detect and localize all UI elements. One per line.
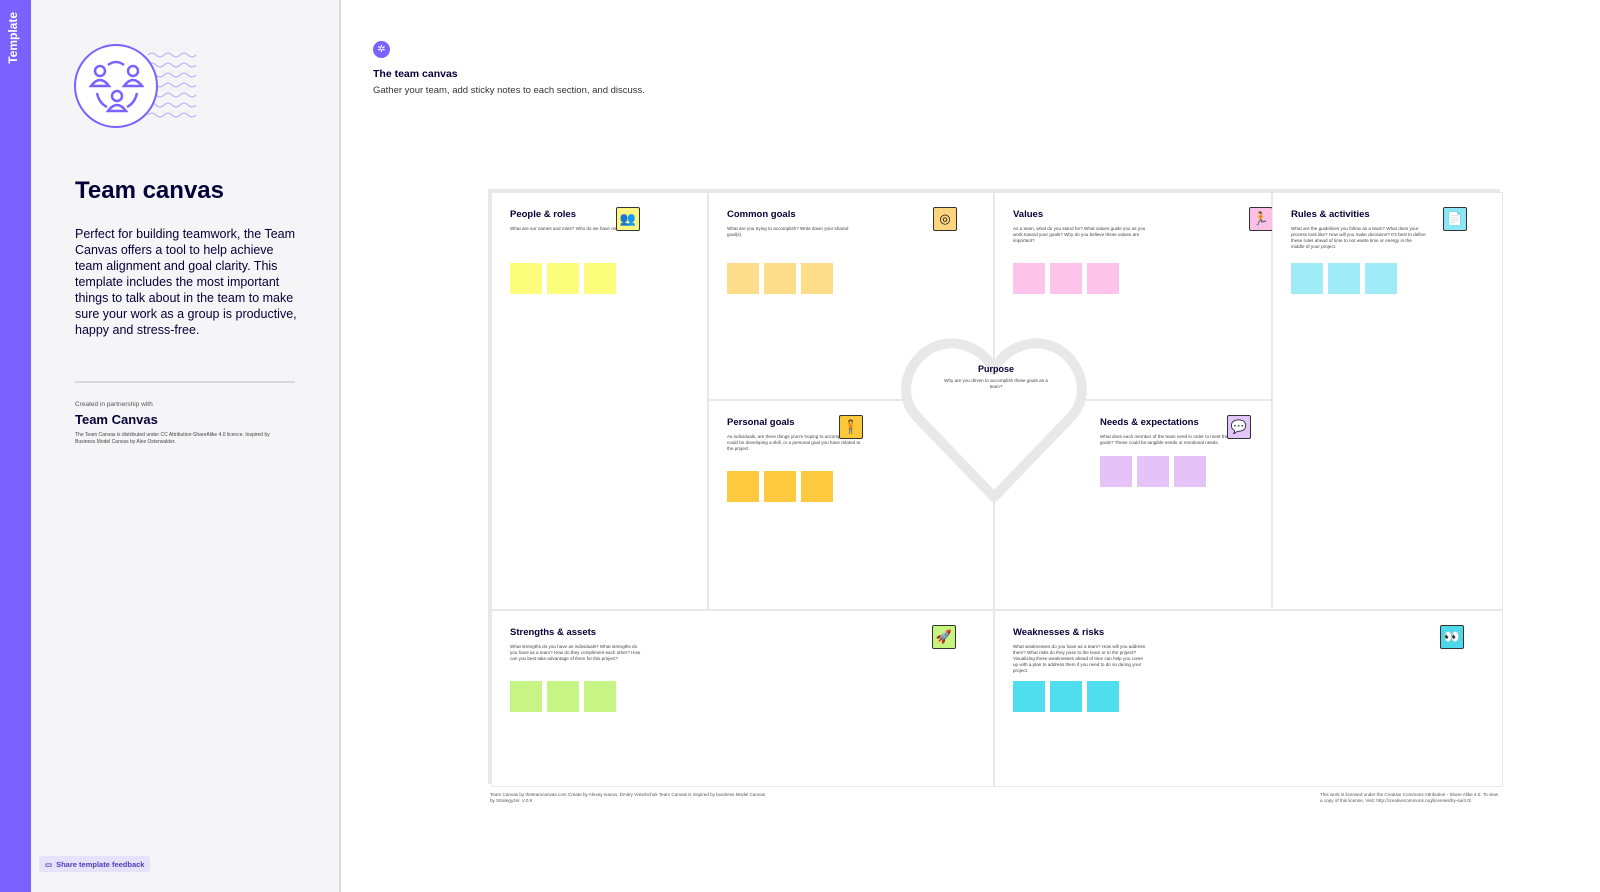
sticky-note[interactable] <box>801 263 833 294</box>
sticky-note[interactable] <box>1087 263 1119 294</box>
section-weaknesses-risks[interactable]: Weaknesses & risks What weaknesses do yo… <box>994 610 1503 787</box>
eyes-icon: 👀 <box>1440 625 1464 649</box>
sparkle-icon: ✲ <box>373 41 390 58</box>
sticky-notes <box>1013 681 1119 712</box>
person-thought-icon: 🧍 <box>839 415 863 439</box>
sticky-notes <box>1100 456 1206 487</box>
section-title: Common goals <box>727 209 796 220</box>
partner-label: Created in partnership with <box>75 401 153 408</box>
section-description: What are the guidelines you follow as a … <box>1291 226 1426 249</box>
sticky-note[interactable] <box>1100 456 1132 487</box>
sticky-note[interactable] <box>510 681 542 712</box>
section-title: Rules & activities <box>1291 209 1370 220</box>
sticky-note[interactable] <box>1013 681 1045 712</box>
sticky-note[interactable] <box>1291 263 1323 294</box>
sticky-note[interactable] <box>547 681 579 712</box>
sticky-note[interactable] <box>1174 456 1206 487</box>
section-description: What weaknesses do you have as a team? H… <box>1013 644 1146 673</box>
heart-shape <box>901 338 1087 502</box>
footer-license: This work is licensed under the Creative… <box>1320 792 1499 803</box>
rocket-icon: 🚀 <box>932 625 956 649</box>
section-description: As a team, what do you stand for? What v… <box>1013 226 1146 243</box>
share-feedback-button[interactable]: ▭ Share template feedback <box>39 856 151 872</box>
template-title: Team canvas <box>75 177 224 204</box>
sticky-note[interactable] <box>584 263 616 294</box>
section-people-roles[interactable]: People & roles What are our names and ro… <box>491 192 708 610</box>
sticky-note[interactable] <box>801 471 833 502</box>
section-description: As individuals, are there things you're … <box>727 434 861 451</box>
target-icon: ◎ <box>933 207 957 231</box>
sticky-notes <box>510 681 616 712</box>
section-description: What are you trying to accomplish? Write… <box>727 226 849 237</box>
section-strengths-assets[interactable]: Strengths & assets What strengths do you… <box>491 610 994 787</box>
sticky-note[interactable] <box>764 263 796 294</box>
sticky-notes <box>510 263 616 294</box>
section-description: What strengths do you have as individual… <box>510 644 641 661</box>
sticky-note[interactable] <box>584 681 616 712</box>
feedback-label: Share template feedback <box>56 859 145 869</box>
sticky-note[interactable] <box>1328 263 1360 294</box>
footer-credit: Team Canvas by theteamcanvas.com Create … <box>490 792 766 803</box>
sticky-note[interactable] <box>1013 263 1045 294</box>
sticky-note[interactable] <box>1365 263 1397 294</box>
speech-bubbles-icon: 💬 <box>1227 415 1251 439</box>
team-canvas-board: People & roles What are our names and ro… <box>488 189 1503 787</box>
section-title: People & roles <box>510 209 576 220</box>
document-icon: 📄 <box>1443 207 1467 231</box>
sticky-note[interactable] <box>1137 456 1169 487</box>
section-title: Needs & expectations <box>1100 417 1199 428</box>
partner-name: Team Canvas <box>75 412 158 427</box>
comment-icon: ▭ <box>45 859 53 869</box>
sticky-notes <box>727 471 833 502</box>
template-description: Perfect for building teamwork, the Team … <box>75 227 297 337</box>
sidebar: Team canvas Perfect for building teamwor… <box>31 0 341 892</box>
section-title: Strengths & assets <box>510 627 597 638</box>
section-title: Personal goals <box>727 417 795 428</box>
sticky-note[interactable] <box>764 471 796 502</box>
sticky-notes <box>1291 263 1397 294</box>
sticky-note[interactable] <box>727 263 759 294</box>
sticky-notes <box>1013 263 1119 294</box>
person-star-icon: 🏃 <box>1249 207 1273 231</box>
sticky-note[interactable] <box>1050 263 1082 294</box>
sticky-note[interactable] <box>727 471 759 502</box>
team-logo-icon <box>74 44 197 128</box>
license-text: The Team Canvas is distributed under CC … <box>75 432 270 445</box>
divider <box>75 381 295 383</box>
template-tab-label: Template <box>6 12 20 64</box>
sticky-note[interactable] <box>510 263 542 294</box>
purpose-description: Why are you driven to accomplish these g… <box>944 378 1048 389</box>
section-rules-activities[interactable]: Rules & activities What are the guidelin… <box>1272 192 1503 610</box>
section-title: Values <box>1013 209 1044 220</box>
template-tab[interactable]: Template <box>0 0 31 892</box>
section-description: What does each member of the team need i… <box>1100 434 1231 445</box>
sticky-notes <box>727 263 833 294</box>
section-common-goals[interactable]: Common goals What are you trying to acco… <box>708 192 994 400</box>
people-icon: 👥 <box>616 207 640 231</box>
section-description: What are our names and roles? Who do we … <box>510 226 638 231</box>
section-title: Weaknesses & risks <box>1013 627 1105 638</box>
sticky-note[interactable] <box>1087 681 1119 712</box>
canvas-title: The team canvas <box>373 68 458 80</box>
sticky-note[interactable] <box>1050 681 1082 712</box>
purpose-title: Purpose <box>977 364 1014 374</box>
canvas-subtitle: Gather your team, add sticky notes to ea… <box>373 85 645 96</box>
sticky-note[interactable] <box>547 263 579 294</box>
purpose-section[interactable]: Purpose Why are you driven to accomplish… <box>941 364 1051 390</box>
